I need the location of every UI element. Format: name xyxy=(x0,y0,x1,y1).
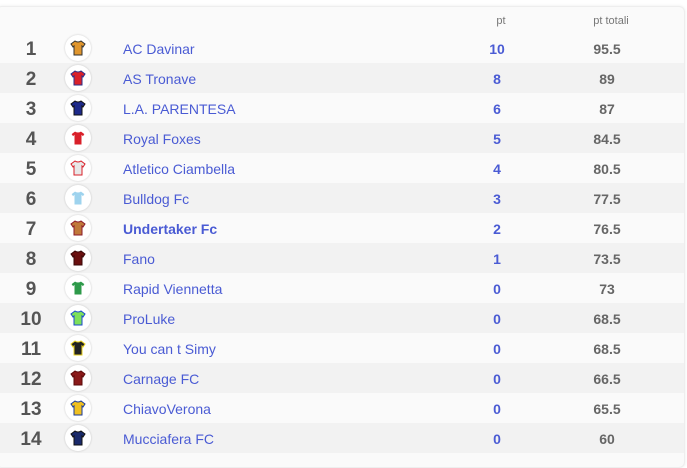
points: 8 xyxy=(493,71,501,87)
total-points: 73.5 xyxy=(593,251,621,267)
table-row[interactable]: 9 Rapid Viennetta 0 73 xyxy=(0,273,684,303)
points: 0 xyxy=(493,281,501,297)
points: 0 xyxy=(493,401,501,417)
total-points: 87 xyxy=(599,101,615,117)
total-points: 73 xyxy=(599,281,615,297)
team-name-link[interactable]: Bulldog Fc xyxy=(123,191,190,207)
points: 2 xyxy=(493,221,501,237)
total-points: 60 xyxy=(599,431,615,447)
rank: 11 xyxy=(20,339,42,360)
team-jersey-icon xyxy=(65,305,91,331)
points: 0 xyxy=(493,431,501,447)
team-name-link[interactable]: AC Davinar xyxy=(123,41,195,57)
team-name-link[interactable]: You can t Simy xyxy=(123,341,216,357)
team-jersey-icon xyxy=(65,185,91,211)
team-jersey-icon xyxy=(65,365,91,391)
rank: 5 xyxy=(25,159,37,180)
table-row[interactable]: 2 AS Tronave 8 89 xyxy=(0,63,684,93)
table-row[interactable]: 13 ChiavoVerona 0 65.5 xyxy=(0,393,684,423)
team-jersey-icon xyxy=(65,155,91,181)
points: 0 xyxy=(493,371,501,387)
total-points: 84.5 xyxy=(593,131,621,147)
team-jersey-icon xyxy=(65,245,91,271)
team-jersey-icon xyxy=(65,425,91,451)
rank: 3 xyxy=(25,99,37,120)
team-name-link[interactable]: Carnage FC xyxy=(123,371,200,387)
table-row[interactable]: 6 Bulldog Fc 3 77.5 xyxy=(0,183,684,213)
points: 4 xyxy=(493,161,501,177)
total-points: 65.5 xyxy=(593,401,621,417)
team-jersey-icon xyxy=(65,215,91,241)
team-name-link[interactable]: Atletico Ciambella xyxy=(123,161,236,177)
rank: 6 xyxy=(25,189,37,210)
team-jersey-icon xyxy=(65,125,91,151)
header-total: pt totali xyxy=(593,15,629,27)
team-name-link[interactable]: Mucciafera FC xyxy=(123,431,215,447)
rank: 9 xyxy=(25,279,37,300)
rank: 1 xyxy=(25,39,37,60)
points: 3 xyxy=(493,191,501,207)
header-pt: pt xyxy=(496,15,506,27)
table-row[interactable]: 10 ProLuke 0 68.5 xyxy=(0,303,684,333)
total-points: 77.5 xyxy=(593,191,621,207)
rank: 14 xyxy=(20,429,42,450)
team-name-link[interactable]: Fano xyxy=(123,251,155,267)
total-points: 68.5 xyxy=(593,341,621,357)
team-name-link[interactable]: Royal Foxes xyxy=(123,131,201,147)
points: 5 xyxy=(493,131,501,147)
total-points: 66.5 xyxy=(593,371,621,387)
points: 1 xyxy=(493,251,501,267)
total-points: 76.5 xyxy=(593,221,621,237)
team-jersey-icon xyxy=(65,275,91,301)
rank: 8 xyxy=(25,249,37,270)
table-row[interactable]: 12 Carnage FC 0 66.5 xyxy=(0,363,684,393)
standings-card: pt pt totali 1 AC Davinar 10 95.5 2 AS Tr… xyxy=(0,6,685,468)
team-name-link[interactable]: AS Tronave xyxy=(123,71,197,87)
rank: 4 xyxy=(25,129,37,150)
team-jersey-icon xyxy=(65,395,91,421)
table-row[interactable]: 14 Mucciafera FC 0 60 xyxy=(0,423,684,453)
points: 0 xyxy=(493,341,501,357)
team-jersey-icon xyxy=(65,35,91,61)
table-row[interactable]: 11 You can t Simy 0 68.5 xyxy=(0,333,684,363)
rank: 10 xyxy=(20,309,42,330)
rank: 2 xyxy=(25,69,37,90)
table-row[interactable]: 3 L.A. PARENTESA 6 87 xyxy=(0,93,684,123)
total-points: 80.5 xyxy=(593,161,621,177)
total-points: 89 xyxy=(599,71,615,87)
table-row[interactable]: 1 AC Davinar 10 95.5 xyxy=(0,33,684,63)
total-points: 95.5 xyxy=(593,41,621,57)
team-name-link[interactable]: Undertaker Fc xyxy=(123,221,218,237)
rank: 7 xyxy=(25,219,37,240)
team-jersey-icon xyxy=(65,95,91,121)
rank: 12 xyxy=(20,369,42,390)
rank: 13 xyxy=(20,399,42,420)
team-jersey-icon xyxy=(65,65,91,91)
table-row[interactable]: 5 Atletico Ciambella 4 80.5 xyxy=(0,153,684,183)
team-jersey-icon xyxy=(65,335,91,361)
table-row[interactable]: 8 Fano 1 73.5 xyxy=(0,243,684,273)
total-points: 68.5 xyxy=(593,311,621,327)
points: 0 xyxy=(493,311,501,327)
table-row[interactable]: 7 Undertaker Fc 2 76.5 xyxy=(0,213,684,243)
team-name-link[interactable]: L.A. PARENTESA xyxy=(123,101,236,117)
team-name-link[interactable]: Rapid Viennetta xyxy=(123,281,223,297)
points: 6 xyxy=(493,101,501,117)
table-row[interactable]: 4 Royal Foxes 5 84.5 xyxy=(0,123,684,153)
team-name-link[interactable]: ProLuke xyxy=(123,311,176,327)
points: 10 xyxy=(489,41,505,57)
team-name-link[interactable]: ChiavoVerona xyxy=(123,401,211,417)
